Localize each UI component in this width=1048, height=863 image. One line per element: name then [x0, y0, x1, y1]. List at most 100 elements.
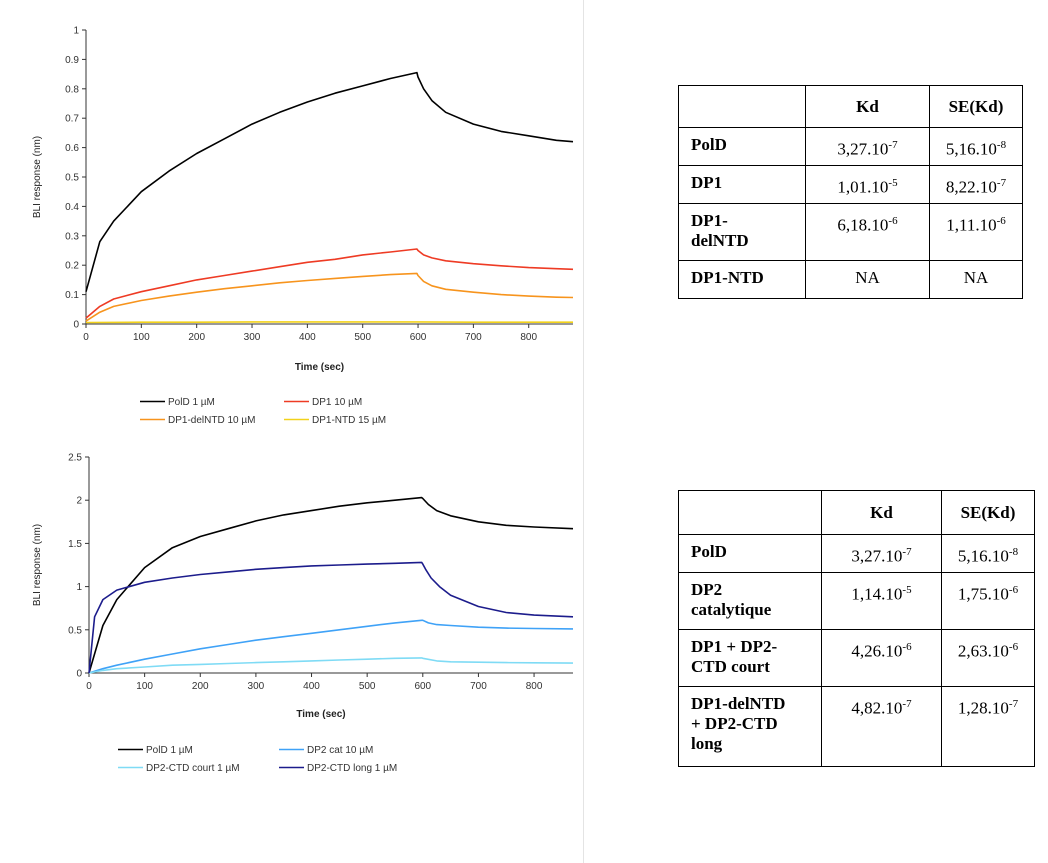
kd-table-bottom: Kd SE(Kd) PolD 3,27.10 -7 5,16.10-8 DP2 catal…	[678, 490, 1035, 767]
value-mantissa: 6,18.10	[837, 215, 889, 235]
series-line-1	[88, 619, 574, 674]
y-tick-label: 0.5	[68, 625, 82, 636]
value-mantissa: 1,11.10	[946, 215, 997, 235]
y-tick-label: 1	[73, 26, 79, 37]
se-value-cell: 5,16.10-8	[941, 534, 1035, 573]
x-tick-label: 700	[470, 681, 487, 692]
table-header-cell: Kd	[821, 490, 942, 535]
x-tick-label: 200	[192, 681, 209, 692]
x-tick-label: 800	[520, 332, 537, 343]
row-label-line: delNTD	[691, 231, 749, 250]
kd-value-cell: 1,01.10-5	[805, 165, 930, 204]
value-mantissa: 1,01.10	[837, 177, 889, 197]
value-exponent: -7	[1008, 698, 1019, 710]
kd-value-cell: 1,14.10-5	[821, 572, 942, 630]
value-mantissa: 1,75.10	[957, 584, 1009, 604]
x-tick-label: 400	[299, 332, 316, 343]
row-label: DP2 catalytique	[678, 572, 822, 630]
y-tick-label: 2.5	[68, 453, 82, 464]
value-mantissa: 3,27.10	[851, 546, 903, 566]
table-row: DP1-delNTD + DP2-CTD long 4,82.10-7 1,28.10-…	[678, 686, 1035, 767]
series-line-3	[85, 321, 573, 324]
kd-value-cell: 3,27.10-7	[805, 127, 930, 166]
kd-value-cell: 4,26.10-6	[821, 629, 942, 687]
y-tick-label: 0.2	[65, 261, 79, 272]
row-label-line: DP2	[691, 580, 723, 599]
se-value-cell: 1,75.10-6	[941, 572, 1035, 630]
x-tick-label: 400	[303, 681, 320, 692]
row-label: DP1- delNTD	[678, 203, 806, 261]
value-exponent: -5	[888, 177, 898, 189]
x-tick-label: 200	[188, 332, 205, 343]
row-label-line: DP1-delNTD	[691, 694, 786, 713]
table-row: DP1- delNTD 6,18.10-6 1,11.10-6	[678, 203, 1023, 261]
value-exponent: -8	[1008, 546, 1019, 558]
row-label: PolD	[678, 127, 806, 166]
x-tick-label: 600	[410, 332, 427, 343]
x-tick-label: 600	[414, 681, 431, 692]
table-header-row: Kd SE(Kd)	[678, 85, 1023, 128]
table-row: PolD 3,27.10-7 5,16.10-8	[678, 534, 1035, 573]
legend-label: PolD 1 µM	[146, 745, 193, 756]
value-exponent: -6	[902, 641, 912, 653]
row-label-line: long	[691, 734, 723, 753]
kd-value-cell: 4,82.10-7	[821, 686, 942, 767]
value-mantissa: 5,16.10	[957, 546, 1009, 566]
y-tick-label: 0.9	[65, 55, 79, 66]
table-row: DP1 + DP2- CTD court 4,26.10-6 2,63.10-6	[678, 629, 1035, 687]
bli-chart-bottom: 0 0.5 1 1.5 2 2.5 0 100 200 300 400 500 600 700 800 Tim…	[32, 453, 574, 774]
legend-label: DP1 10 µM	[312, 397, 362, 408]
row-label-line: DP1	[691, 173, 723, 192]
value-exponent: -5	[902, 584, 912, 596]
value-exponent: -8	[996, 139, 1007, 151]
value-exponent: -6	[1008, 584, 1019, 596]
kd-table-top: Kd SE(Kd) PolD 3,27.10-7 5,16.10-8 DP1 1,01.…	[678, 85, 1023, 299]
se-value-cell: 1,11.10-6	[929, 203, 1023, 261]
kd-value-cell: 6,18.10-6	[805, 203, 930, 261]
y-tick-label: 0.1	[65, 290, 79, 301]
row-label: PolD	[678, 534, 822, 573]
legend-label: DP2-CTD court 1 µM	[146, 763, 240, 774]
value-exponent: -6	[888, 215, 898, 227]
legend-label: PolD 1 µM	[168, 397, 215, 408]
row-label: DP1-delNTD + DP2-CTD long	[678, 686, 822, 767]
value-mantissa: 4,82.10	[851, 698, 903, 718]
y-tick-label: 1.5	[68, 539, 82, 550]
value-exponent: -7	[888, 139, 898, 151]
value-mantissa: 8,22.10	[945, 177, 997, 197]
value-mantissa: 1,14.10	[851, 584, 903, 604]
y-tick-label: 0.3	[65, 231, 79, 242]
y-tick-label: 1	[76, 582, 82, 593]
series-line-3	[88, 561, 574, 674]
series-line-2	[88, 657, 574, 674]
table-header-row: Kd SE(Kd)	[678, 490, 1035, 535]
value-exponent: -6	[1008, 641, 1019, 653]
y-tick-label: 0	[76, 669, 82, 680]
x-tick-label: 500	[354, 332, 371, 343]
se-value-cell: 5,16.10-8	[929, 127, 1023, 166]
table-row: DP1-NTD NA NA	[678, 260, 1023, 299]
row-label-line: PolD	[691, 135, 727, 154]
y-tick-label: 0	[73, 320, 79, 331]
row-label-line: + DP2-CTD	[691, 714, 778, 733]
y-tick-label: 0.7	[65, 114, 79, 125]
x-axis-label: Time (sec)	[295, 362, 344, 373]
x-tick-label: 0	[86, 681, 92, 692]
x-tick-label: 100	[136, 681, 153, 692]
table-header-cell: SE(Kd)	[941, 490, 1035, 535]
se-value-cell: 1,28.10-7	[941, 686, 1035, 767]
x-tick-label: 100	[133, 332, 150, 343]
kd-value-cell: NA	[805, 260, 930, 299]
x-tick-label: 700	[465, 332, 482, 343]
series-line-1	[85, 248, 574, 319]
y-tick-label: 0.6	[65, 143, 79, 154]
table-header-cell: SE(Kd)	[929, 85, 1023, 128]
value-mantissa: 3,27.10	[837, 139, 889, 159]
table-header-cell	[678, 490, 822, 535]
value-mantissa: 2,63.10	[957, 641, 1009, 661]
legend-label: DP1-NTD 15 µM	[312, 415, 386, 426]
x-tick-label: 300	[248, 681, 265, 692]
y-tick-label: 0.5	[65, 173, 79, 184]
row-label-line: DP1 + DP2-	[691, 637, 778, 656]
row-label-line: DP1-	[691, 211, 728, 230]
